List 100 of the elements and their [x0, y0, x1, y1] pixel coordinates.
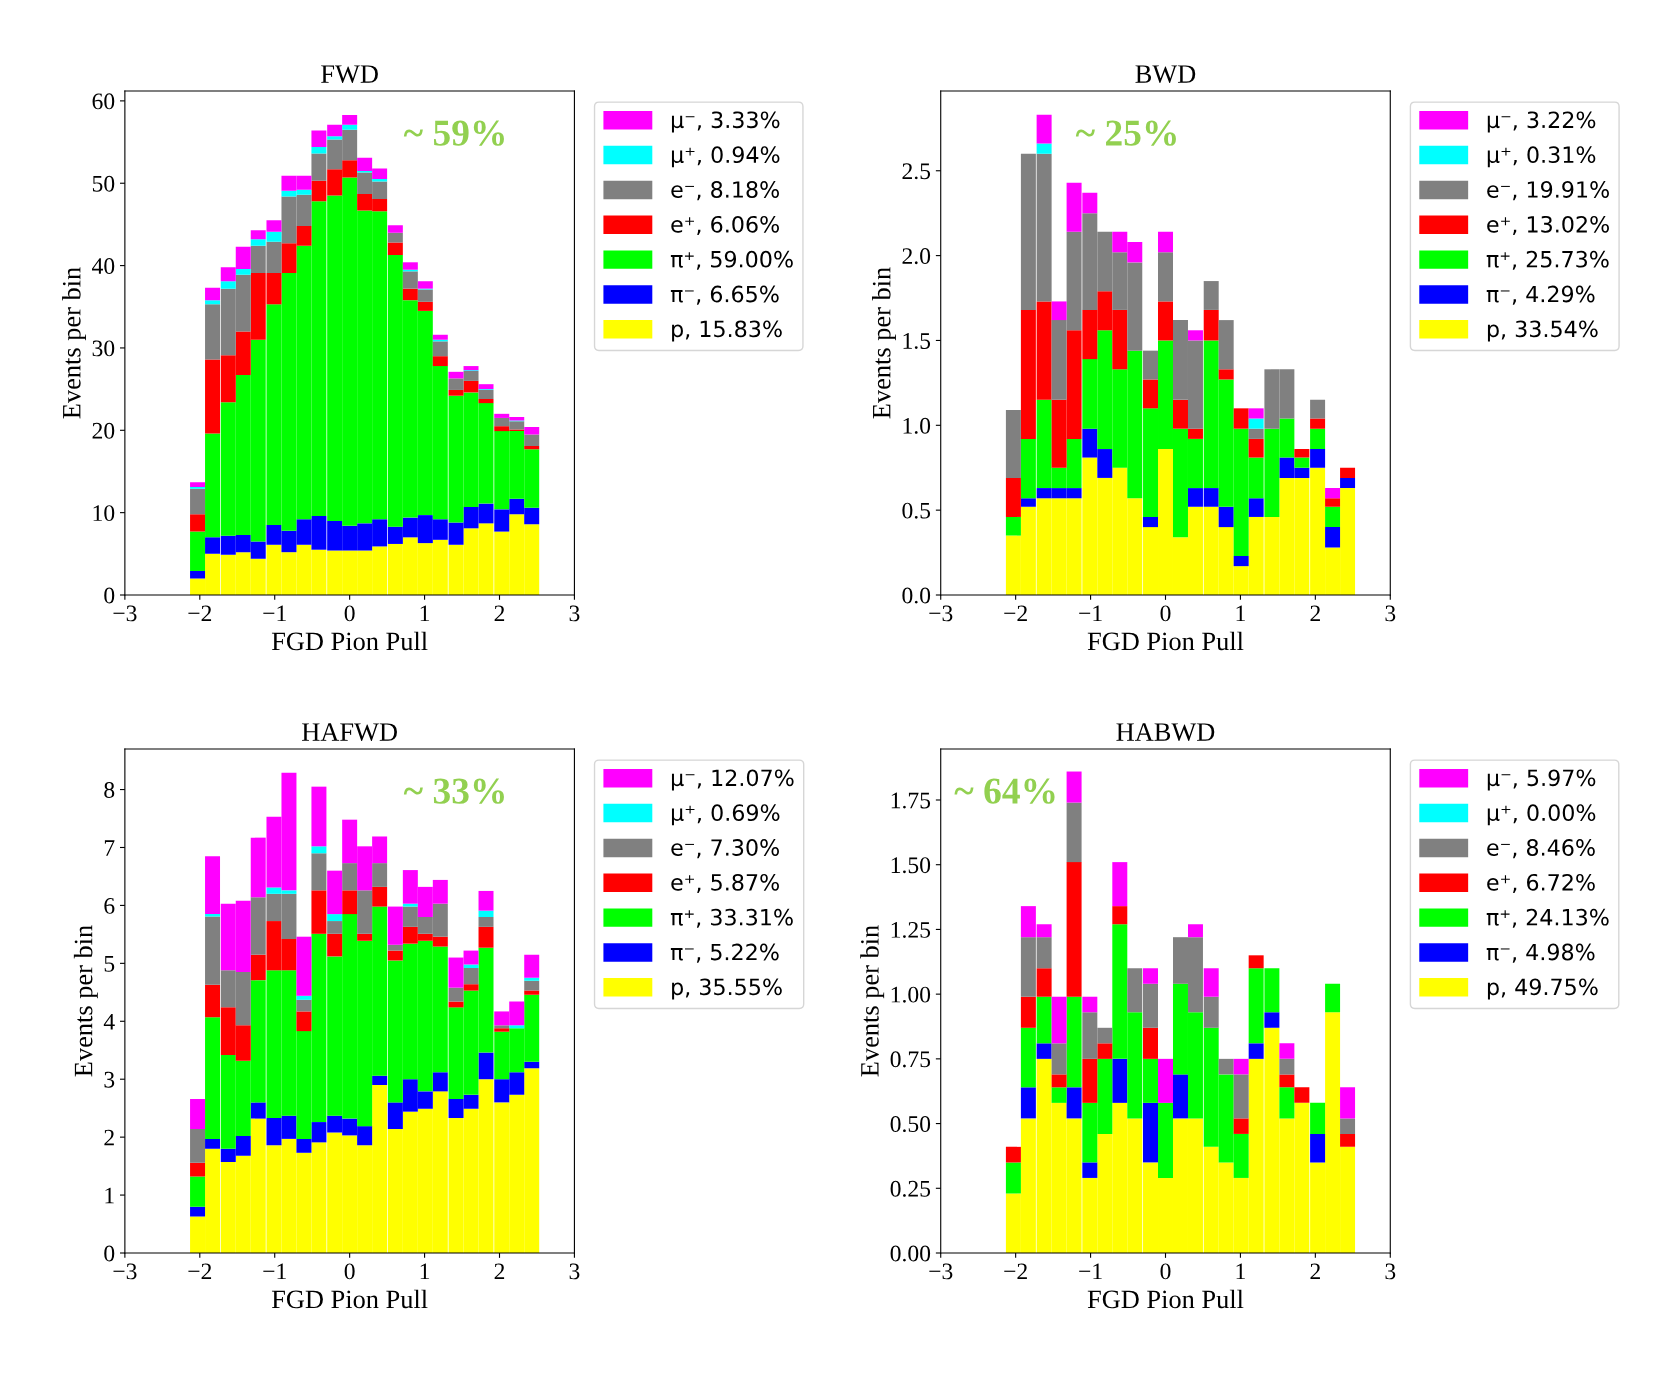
bar	[1233, 408, 1249, 429]
bar	[1325, 506, 1341, 528]
x-axis-title: FGD Pion Pull	[1087, 631, 1244, 651]
bar	[311, 786, 327, 847]
y-tick-label: 0.5	[902, 502, 931, 519]
bar	[524, 434, 540, 446]
bar	[190, 1129, 206, 1163]
bar	[1051, 996, 1067, 1044]
y-tick-label: 40	[92, 258, 115, 275]
y-tick-label: 20	[92, 422, 115, 439]
bar	[478, 1052, 494, 1080]
bar	[1051, 1074, 1067, 1088]
x-tick-label: 0	[344, 1263, 355, 1280]
bar	[478, 890, 494, 911]
bar	[342, 863, 358, 891]
y-tick-label: 0.00	[890, 1245, 931, 1262]
y-tick-label: 5	[104, 956, 115, 972]
bar	[1340, 467, 1356, 478]
bar	[1248, 418, 1264, 429]
bar	[372, 886, 388, 907]
legend-label: e⁻, 7.30%	[671, 839, 779, 859]
bar	[296, 999, 312, 1012]
y-tick-label: 8	[104, 782, 115, 798]
bar	[1082, 996, 1098, 1013]
y-tick-label: 0	[104, 1245, 115, 1262]
bar	[311, 147, 327, 154]
x-tick-label: −1	[263, 1263, 286, 1280]
x-tick-label: 2	[494, 1263, 505, 1280]
bar	[1066, 802, 1082, 863]
annotation: ~ 33%	[403, 778, 504, 804]
bar	[1036, 114, 1052, 144]
bar	[311, 853, 327, 891]
bar	[509, 1025, 525, 1029]
bar	[524, 427, 540, 435]
x-tick-label: 3	[1385, 1263, 1396, 1280]
y-tick-label: 1.0	[903, 417, 931, 434]
x-tick-label: −2	[188, 605, 212, 622]
bar	[1020, 498, 1036, 507]
x-tick-label: 1	[420, 605, 430, 622]
bar	[432, 341, 448, 357]
y-tick-label: 6	[104, 897, 115, 914]
legend-label: e⁻, 19.91%	[1487, 181, 1609, 201]
bar	[1005, 1146, 1021, 1163]
bar	[1248, 498, 1264, 517]
y-axis-title: Events per bin	[73, 925, 98, 1077]
legend-label: e⁺, 6.72%	[1487, 873, 1595, 893]
annotation: ~ 59%	[403, 120, 504, 146]
bar	[1112, 1058, 1128, 1103]
bar	[387, 944, 403, 951]
bar	[296, 936, 312, 996]
bar	[478, 384, 494, 390]
bar	[1294, 1087, 1310, 1103]
y-axis-title: Events per bin	[872, 267, 896, 419]
y-tick-label: 1.50	[891, 857, 931, 874]
bar	[402, 262, 418, 270]
bar	[1112, 906, 1128, 925]
bar	[1172, 399, 1188, 429]
bar	[1020, 1087, 1036, 1119]
bar	[342, 890, 358, 915]
bar	[463, 967, 479, 985]
y-tick-label: 1.25	[891, 921, 931, 938]
bar	[190, 1206, 206, 1217]
y-tick-label: 7	[104, 840, 115, 856]
bar	[417, 289, 433, 302]
bar	[1143, 379, 1159, 409]
bar	[296, 1011, 312, 1032]
bar	[1051, 301, 1067, 321]
legend-label: p, 49.75%	[1487, 978, 1598, 1000]
bar	[311, 846, 327, 854]
legend-label: p, 33.54%	[1487, 320, 1598, 342]
bar	[1143, 1027, 1159, 1059]
x-tick-label: −3	[929, 605, 953, 622]
legend-label: π⁻, 5.22%	[670, 943, 779, 963]
bar	[1248, 438, 1264, 458]
legend-label: μ⁺, 0.00%	[1487, 804, 1596, 826]
bar	[1310, 1102, 1326, 1134]
legend-label: μ⁺, 0.31%	[1487, 146, 1596, 168]
bar	[417, 301, 433, 311]
y-tick-label: 3	[104, 1071, 115, 1088]
bar	[1310, 399, 1326, 419]
bar	[1203, 309, 1219, 341]
y-tick-label: 0.50	[890, 1116, 931, 1133]
bar	[1325, 983, 1341, 1013]
x-tick-label: −1	[263, 605, 286, 622]
y-tick-label: 2	[104, 1129, 114, 1146]
x-tick-label: 1	[420, 1263, 430, 1280]
bar	[190, 1162, 206, 1177]
bar	[1066, 771, 1082, 803]
bar	[478, 910, 494, 917]
x-tick-label: 2	[1310, 605, 1320, 622]
chart-title: HAFWD	[302, 723, 397, 742]
bar	[1020, 996, 1036, 1028]
bar	[1218, 320, 1234, 370]
bar	[1005, 516, 1021, 536]
bar	[1066, 996, 1082, 1088]
y-axis-title: Events per bin	[860, 925, 885, 1077]
legend-label: π⁺, 59.00%	[670, 250, 793, 270]
bar	[387, 225, 403, 233]
legend-label: e⁻, 8.46%	[1487, 839, 1595, 859]
bar	[327, 870, 343, 915]
